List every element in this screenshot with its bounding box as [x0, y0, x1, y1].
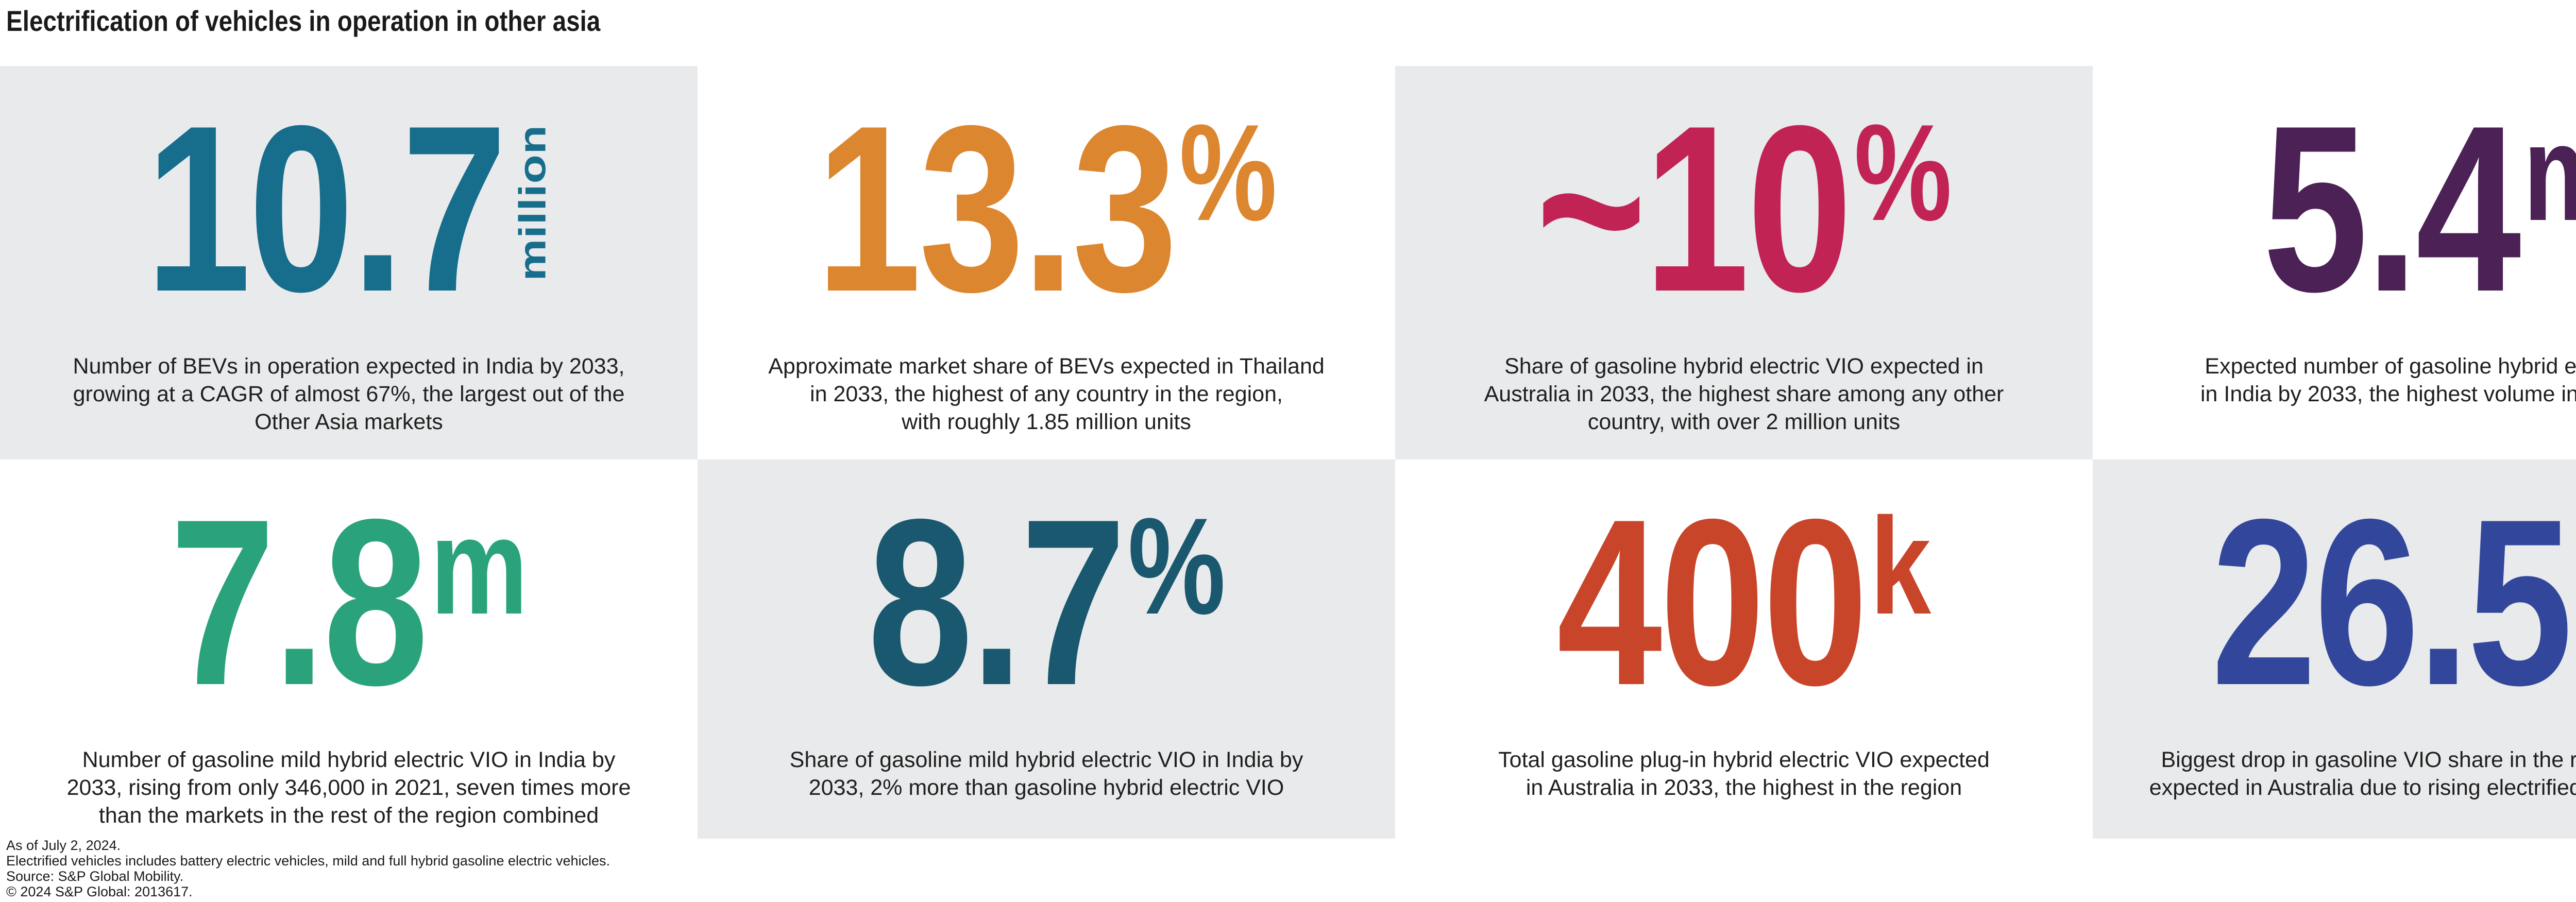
- stat-caption: Share of gasoline hybrid electric VIO ex…: [1484, 354, 2004, 434]
- stat-caption: Number of gasoline mild hybrid electric …: [66, 747, 631, 828]
- stat-number: 400 k: [1395, 470, 2093, 735]
- stat-card-bev-thailand: 13.3 % Approximate market share of BEVs …: [698, 66, 1395, 459]
- stat-number: 10.7 million: [0, 77, 698, 341]
- stat-caption: Share of gasoline mild hybrid electric V…: [789, 747, 1303, 800]
- stat-value: 26.5: [2211, 470, 2573, 735]
- stat-unit: %: [2574, 497, 2576, 634]
- stat-value: 10.7: [145, 77, 507, 341]
- stat-card-bev-india: 10.7 million Number of BEVs in operation…: [0, 66, 698, 459]
- footnote-definition: Electrified vehicles includes battery el…: [6, 853, 611, 869]
- stat-card-mild-hybrid-india-share: 8.7 % Share of gasoline mild hybrid elec…: [698, 459, 1395, 839]
- stat-caption: Expected number of gasoline hybrid elect…: [2200, 354, 2576, 406]
- stat-value: 400: [1556, 470, 1868, 735]
- footnote-source: Source: S&P Global Mobility.: [6, 869, 184, 884]
- stat-number: ~10 %: [1395, 77, 2093, 341]
- stat-unit: m: [2523, 104, 2576, 241]
- stat-unit: million: [512, 125, 554, 281]
- stat-unit: k: [1870, 489, 1931, 643]
- stat-number: 26.5 %: [2093, 470, 2576, 735]
- stat-number: 7.8 m: [0, 470, 698, 735]
- stat-number: 8.7 %: [698, 470, 1395, 735]
- stat-unit: %: [1179, 95, 1277, 249]
- stat-caption: Approximate market share of BEVs expecte…: [768, 354, 1325, 434]
- page-title: Electrification of vehicles in operation…: [6, 5, 601, 37]
- stat-caption: Biggest drop in gasoline VIO share in th…: [2149, 747, 2576, 800]
- stat-value: 5.4: [2263, 77, 2521, 341]
- stat-grid: 10.7 million Number of BEVs in operation…: [0, 66, 2576, 839]
- stat-number: 5.4 m: [2093, 77, 2576, 341]
- stat-unit: %: [1854, 95, 1952, 249]
- stat-value: 7.8: [170, 470, 429, 735]
- stat-number: 13.3 %: [698, 77, 1395, 341]
- stat-caption: Number of BEVs in operation expected in …: [73, 354, 625, 434]
- stat-card-gasoline-drop-australia: 26.5 % Biggest drop in gasoline VIO shar…: [2093, 459, 2576, 839]
- stat-value: ~10: [1536, 77, 1853, 341]
- footnote-as-of-date: As of July 2, 2024.: [6, 838, 121, 853]
- stat-caption: Total gasoline plug-in hybrid electric V…: [1498, 747, 1990, 800]
- stat-unit: %: [1127, 489, 1226, 643]
- footnotes: As of July 2, 2024. Electrified vehicles…: [6, 838, 610, 899]
- stat-value: 8.7: [867, 470, 1126, 735]
- stat-unit: m: [430, 489, 528, 643]
- stat-value: 13.3: [816, 77, 1178, 341]
- footnote-copyright: © 2024 S&P Global: 2013617.: [6, 884, 193, 899]
- stat-card-mild-hybrid-india-volume: 7.8 m Number of gasoline mild hybrid ele…: [0, 459, 698, 839]
- stat-card-hybrid-australia-share: ~10 % Share of gasoline hybrid electric …: [1395, 66, 2093, 459]
- stat-card-phev-australia: 400 k Total gasoline plug-in hybrid elec…: [1395, 459, 2093, 839]
- stat-card-hybrid-india-volume: 5.4 m Expected number of gasoline hybrid…: [2093, 66, 2576, 459]
